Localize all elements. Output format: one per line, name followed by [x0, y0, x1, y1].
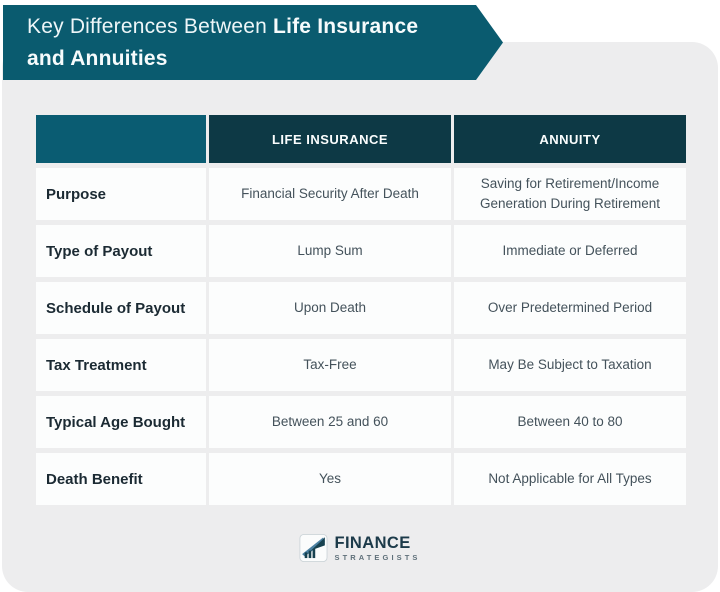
row-label-tax-treatment: Tax Treatment: [36, 339, 206, 391]
cell-typical-age-bought-annuity: Between 40 to 80: [454, 396, 686, 448]
cell-purpose-annuity: Saving for Retirement/Income Generation …: [454, 168, 686, 220]
cell-tax-treatment-life: Tax-Free: [209, 339, 451, 391]
brand-subtitle: STRATEGISTS: [334, 552, 421, 562]
cell-purpose-life: Financial Security After Death: [209, 168, 451, 220]
brand-name: FINANCE: [334, 534, 411, 552]
title-banner: Key Differences Between Life Insurance a…: [3, 5, 503, 80]
page-title: Key Differences Between Life Insurance a…: [3, 11, 467, 73]
cell-type-of-payout-annuity: Immediate or Deferred: [454, 225, 686, 277]
row-label-purpose: Purpose: [36, 168, 206, 220]
page-title-bold-line1: Life Insurance: [273, 15, 419, 39]
cell-type-of-payout-life: Lump Sum: [209, 225, 451, 277]
cell-typical-age-bought-life: Between 25 and 60: [209, 396, 451, 448]
cell-death-benefit-annuity: Not Applicable for All Types: [454, 453, 686, 505]
column-header-annuity: ANNUITY: [454, 115, 686, 163]
cell-tax-treatment-annuity: May Be Subject to Taxation: [454, 339, 686, 391]
cell-schedule-of-payout-annuity: Over Predetermined Period: [454, 282, 686, 334]
brand-wordmark: FINANCE STRATEGISTS: [334, 535, 420, 561]
row-label-death-benefit: Death Benefit: [36, 453, 206, 505]
row-label-typical-age-bought: Typical Age Bought: [36, 396, 206, 448]
comparison-table: LIFE INSURANCE ANNUITY Purpose Financial…: [36, 115, 686, 505]
cell-schedule-of-payout-life: Upon Death: [209, 282, 451, 334]
cell-death-benefit-life: Yes: [209, 453, 451, 505]
column-header-life-insurance: LIFE INSURANCE: [209, 115, 451, 163]
row-label-type-of-payout: Type of Payout: [36, 225, 206, 277]
finance-strategists-logo: FINANCE STRATEGISTS: [299, 534, 420, 562]
bar-chart-arrow-icon: [299, 534, 328, 562]
table-corner-cell: [36, 115, 206, 163]
page-title-bold-line2: and Annuities: [27, 46, 168, 70]
row-label-schedule-of-payout: Schedule of Payout: [36, 282, 206, 334]
page-title-prefix: Key Differences Between: [27, 15, 274, 39]
